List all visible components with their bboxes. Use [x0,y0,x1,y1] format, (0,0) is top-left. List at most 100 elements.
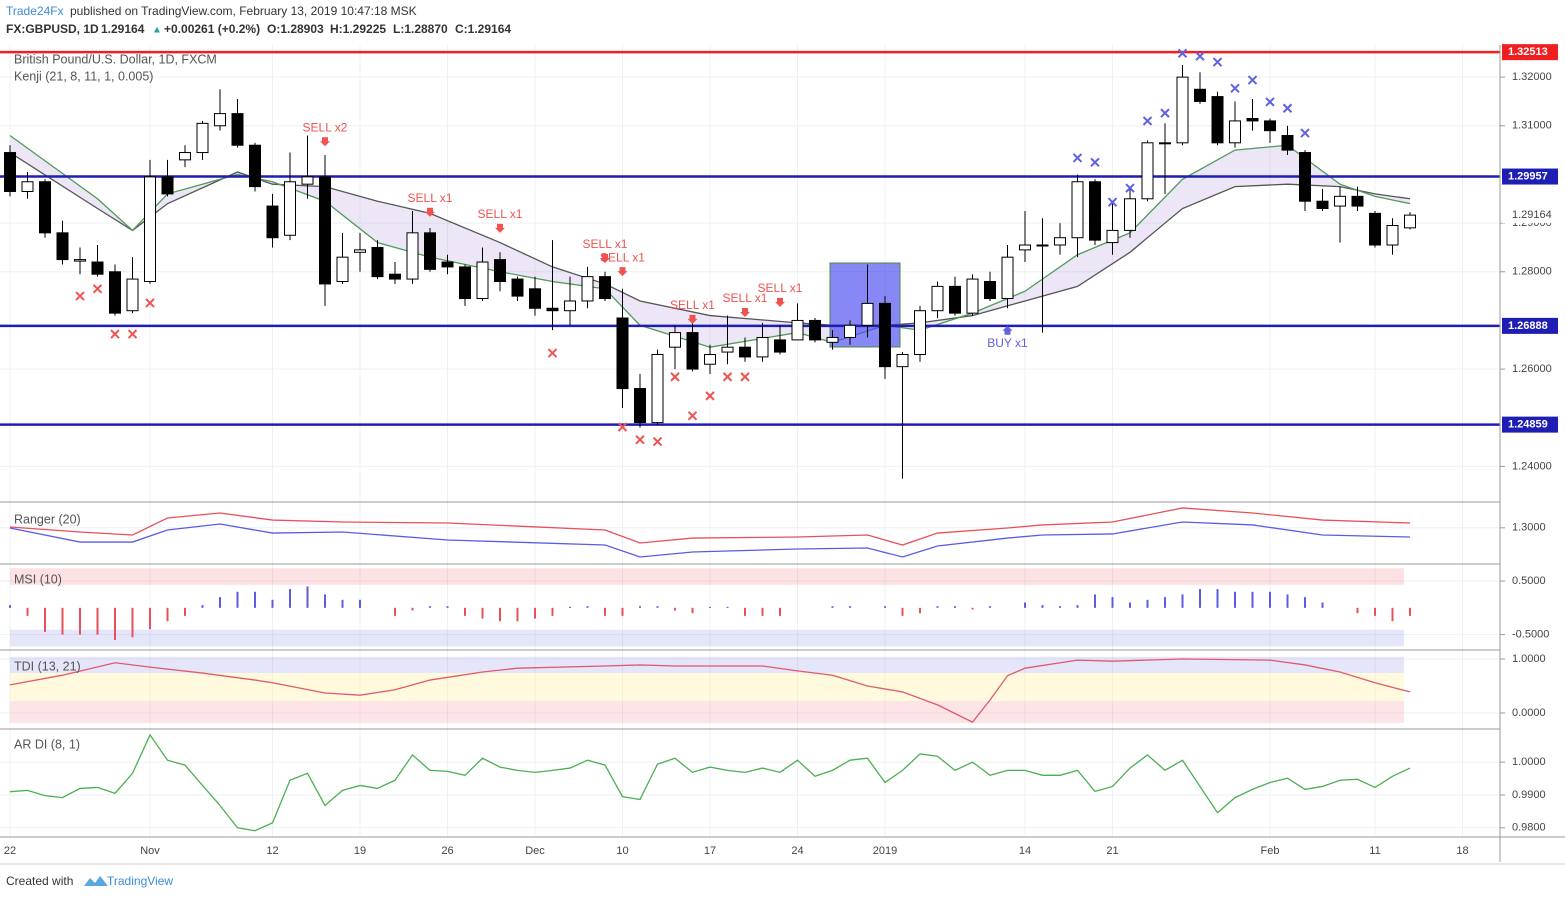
bar [1181,594,1184,608]
signal-cross [1090,157,1100,167]
candle-body [126,278,139,312]
candle-body [4,152,16,192]
signal-cross [705,391,715,401]
bar [639,606,641,608]
bar [481,607,484,619]
bar [1199,589,1201,608]
level-label: 1.26888 [1508,320,1548,332]
signal-label: SELL x1 [583,237,628,251]
candle-body [1299,152,1311,202]
candle-body [1194,88,1206,102]
bar [429,606,431,608]
signal-label: SELL x1 [758,281,803,295]
candle-body [1141,142,1154,200]
change-arrow: ▲ [152,25,162,36]
bar [9,605,11,608]
candle-body [1211,96,1224,144]
bar [1111,597,1114,608]
published: published on TradingView.com, February 1… [70,4,417,18]
candle-body [1036,244,1049,247]
y-tick-label: 1.31000 [1512,120,1552,132]
candle-body [39,181,51,234]
bar [1251,591,1254,608]
signal-cross [1195,51,1205,61]
signal-cross [1265,97,1275,107]
candle-body [739,346,751,358]
signal-arrow [1002,325,1013,335]
bar [166,607,169,622]
signal-cross [1072,153,1083,163]
candle-body [984,281,996,300]
y-tick-label: 0.5000 [1512,575,1546,587]
bar [1286,594,1289,608]
bar [779,607,781,616]
candle-body [74,259,86,262]
y-tick-label: -0.5000 [1512,629,1549,641]
signal-cross [110,329,120,339]
level-label: 1.32513 [1508,46,1548,58]
footer-brand[interactable]: TradingView [107,874,173,888]
symbol: FX:GBPUSD, 1D [6,22,99,36]
author[interactable]: Trade24Fx [6,4,64,18]
signal-cross [1142,116,1153,126]
x-tick-label: 12 [266,845,278,857]
candle-body [231,113,244,146]
bar [744,607,746,616]
candle-body [686,332,699,370]
bar [1216,589,1219,608]
bar [884,606,886,608]
level-label-box [1502,416,1558,433]
bar [691,607,694,614]
level-label-box [1502,44,1558,61]
bar [604,607,606,616]
series-line [9,658,1411,723]
signal-cross [1247,75,1258,85]
signal-arrow [617,267,628,277]
x-tick-label: Dec [525,845,545,857]
series-line [9,507,1411,546]
bar [1041,605,1044,608]
x-tick-label: 21 [1106,845,1118,857]
x-tick-label: 2019 [873,845,897,857]
candle-body [879,302,891,368]
footer-text: Created with [6,874,73,888]
bar [131,607,134,638]
signal-label: SELL x1 [478,207,523,221]
bar [621,607,624,616]
y-tick-label: 0.9900 [1512,789,1546,801]
bar [341,599,344,608]
candle-body [1019,244,1031,251]
zone [10,568,1404,585]
candle-body [109,271,121,314]
x-tick-label: Nov [140,845,160,857]
candle-body [931,285,944,312]
signal-cross [670,372,680,382]
bar [446,606,449,608]
bar [1391,607,1394,622]
signal-label: SELL x1 [723,291,768,305]
signal-cross [740,372,750,382]
candle-body [756,336,769,358]
bar [954,606,956,608]
bar [499,607,501,622]
candle-body [1369,212,1381,246]
bar [254,591,256,608]
candle-body [529,288,541,309]
bar [271,599,274,608]
bar [236,591,239,608]
candle-body [336,256,349,283]
candle-body [441,261,454,268]
bar [306,586,309,608]
bar [79,607,81,635]
candle-body [406,232,419,280]
bar [709,606,711,608]
bar [201,605,204,608]
bar [1356,607,1359,614]
y-tick-label: 1.3000 [1512,522,1546,534]
candle-body [249,144,261,188]
pane-title: MSI (10) [14,572,62,586]
bar [1164,597,1166,608]
bar [61,607,64,635]
candle-body [1176,76,1189,144]
